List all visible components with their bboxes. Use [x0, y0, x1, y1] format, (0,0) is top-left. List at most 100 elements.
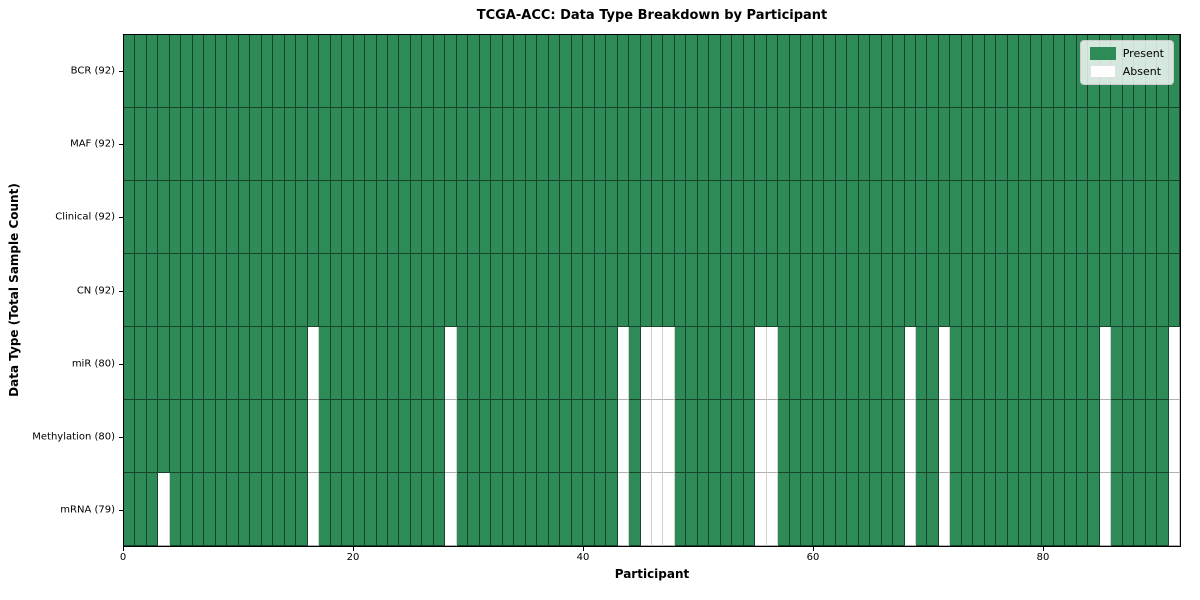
heatmap-cell: [479, 181, 492, 254]
heatmap-cell: [525, 400, 538, 473]
heatmap-cell: [146, 327, 159, 400]
heatmap-cell: [307, 181, 320, 254]
heatmap-cell: [410, 473, 423, 546]
heatmap-cell: [1042, 181, 1054, 254]
heatmap-cell: [319, 327, 331, 400]
heatmap-cell: [376, 327, 388, 400]
heatmap-cell: [916, 108, 928, 181]
heatmap-cell: [778, 108, 790, 181]
legend-entry-absent: Absent: [1089, 65, 1164, 78]
heatmap-cell: [824, 400, 836, 473]
heatmap-cell: [227, 400, 239, 473]
heatmap-cell: [686, 181, 698, 254]
heatmap-cell: [1019, 400, 1031, 473]
heatmap-cell: [571, 108, 584, 181]
heatmap-cell: [1076, 473, 1089, 546]
heatmap-cell: [502, 400, 515, 473]
heatmap-cell: [1007, 473, 1020, 546]
y-tick-label: MAF (92): [70, 138, 115, 150]
heatmap-cell: [376, 108, 388, 181]
heatmap-cell: [284, 254, 297, 327]
heatmap-cell: [583, 327, 595, 400]
heatmap-cell: [847, 108, 859, 181]
heatmap-cell: [307, 473, 320, 546]
x-tick-mark: [813, 547, 814, 551]
heatmap-cell: [640, 400, 652, 473]
heatmap-cell: [135, 327, 147, 400]
heatmap-cell: [502, 35, 515, 108]
legend-entry-present: Present: [1089, 47, 1164, 60]
heatmap-cell: [227, 473, 239, 546]
heatmap-cell: [330, 181, 343, 254]
heatmap-cell: [766, 473, 779, 546]
heatmap-cell: [365, 400, 377, 473]
heatmap-cell: [273, 108, 285, 181]
heatmap-cell: [388, 181, 400, 254]
heatmap-cell: [1030, 327, 1043, 400]
heatmap-cell: [697, 327, 710, 400]
heatmap-cell: [755, 473, 767, 546]
heatmap-cell: [479, 35, 492, 108]
heatmap-cell: [250, 181, 262, 254]
heatmap-cell: [1065, 108, 1077, 181]
heatmap-cell: [124, 400, 136, 473]
heatmap-cell: [789, 254, 802, 327]
heatmap-cell: [709, 181, 721, 254]
heatmap-cell: [789, 473, 802, 546]
heatmap-cell: [571, 181, 584, 254]
heatmap-cell: [835, 181, 848, 254]
heatmap-cell: [927, 181, 939, 254]
heatmap-cell: [663, 400, 675, 473]
heatmap-cell: [916, 473, 928, 546]
heatmap-cell: [1053, 108, 1066, 181]
heatmap-cell: [261, 35, 274, 108]
heatmap-cell: [1076, 400, 1089, 473]
heatmap-cell: [1134, 327, 1146, 400]
y-tick-mark: [119, 437, 123, 439]
heatmap-cell: [548, 254, 561, 327]
heatmap-cell: [376, 254, 388, 327]
heatmap-cell: [261, 108, 274, 181]
heatmap-cell: [571, 254, 584, 327]
heatmap-cell: [158, 108, 170, 181]
heatmap-cell: [709, 327, 721, 400]
heatmap-cell: [743, 108, 756, 181]
y-tick-label: mRNA (79): [60, 504, 115, 516]
heatmap-cell: [904, 473, 916, 546]
heatmap-cell: [674, 400, 687, 473]
heatmap-cell: [273, 400, 285, 473]
heatmap-cell: [1134, 108, 1146, 181]
heatmap-cell: [720, 254, 733, 327]
heatmap-cell: [835, 327, 848, 400]
heatmap-cell: [365, 254, 377, 327]
heatmap-cell: [445, 400, 457, 473]
heatmap-cell: [629, 181, 641, 254]
heatmap-cell: [376, 181, 388, 254]
heatmap-cell: [629, 35, 641, 108]
y-tick-mark: [119, 510, 123, 512]
heatmap-cell: [1076, 181, 1089, 254]
heatmap-cell: [743, 35, 756, 108]
heatmap-cell: [870, 108, 882, 181]
heatmap-cell: [284, 181, 297, 254]
heatmap-cell: [732, 35, 744, 108]
heatmap-cell: [938, 473, 951, 546]
heatmap-cell: [146, 108, 159, 181]
heatmap-cell: [296, 108, 308, 181]
heatmap-cell: [674, 181, 687, 254]
heatmap-cell: [697, 108, 710, 181]
heatmap-cell: [697, 254, 710, 327]
x-tick-label: 80: [1036, 552, 1050, 563]
heatmap-cell: [502, 108, 515, 181]
heatmap-cell: [617, 181, 630, 254]
heatmap-cell: [456, 35, 469, 108]
heatmap-cell: [560, 254, 572, 327]
heatmap-cell: [594, 108, 607, 181]
heatmap-cell: [502, 181, 515, 254]
heatmap-cell: [778, 400, 790, 473]
heatmap-cell: [1030, 254, 1043, 327]
heatmap-cell: [916, 181, 928, 254]
heatmap-cell: [204, 327, 216, 400]
heatmap-cell: [640, 327, 652, 400]
heatmap-cell: [571, 35, 584, 108]
